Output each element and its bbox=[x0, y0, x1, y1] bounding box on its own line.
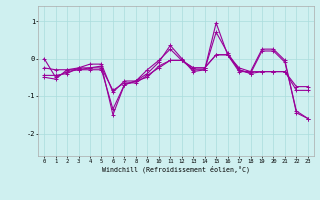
X-axis label: Windchill (Refroidissement éolien,°C): Windchill (Refroidissement éolien,°C) bbox=[102, 166, 250, 173]
